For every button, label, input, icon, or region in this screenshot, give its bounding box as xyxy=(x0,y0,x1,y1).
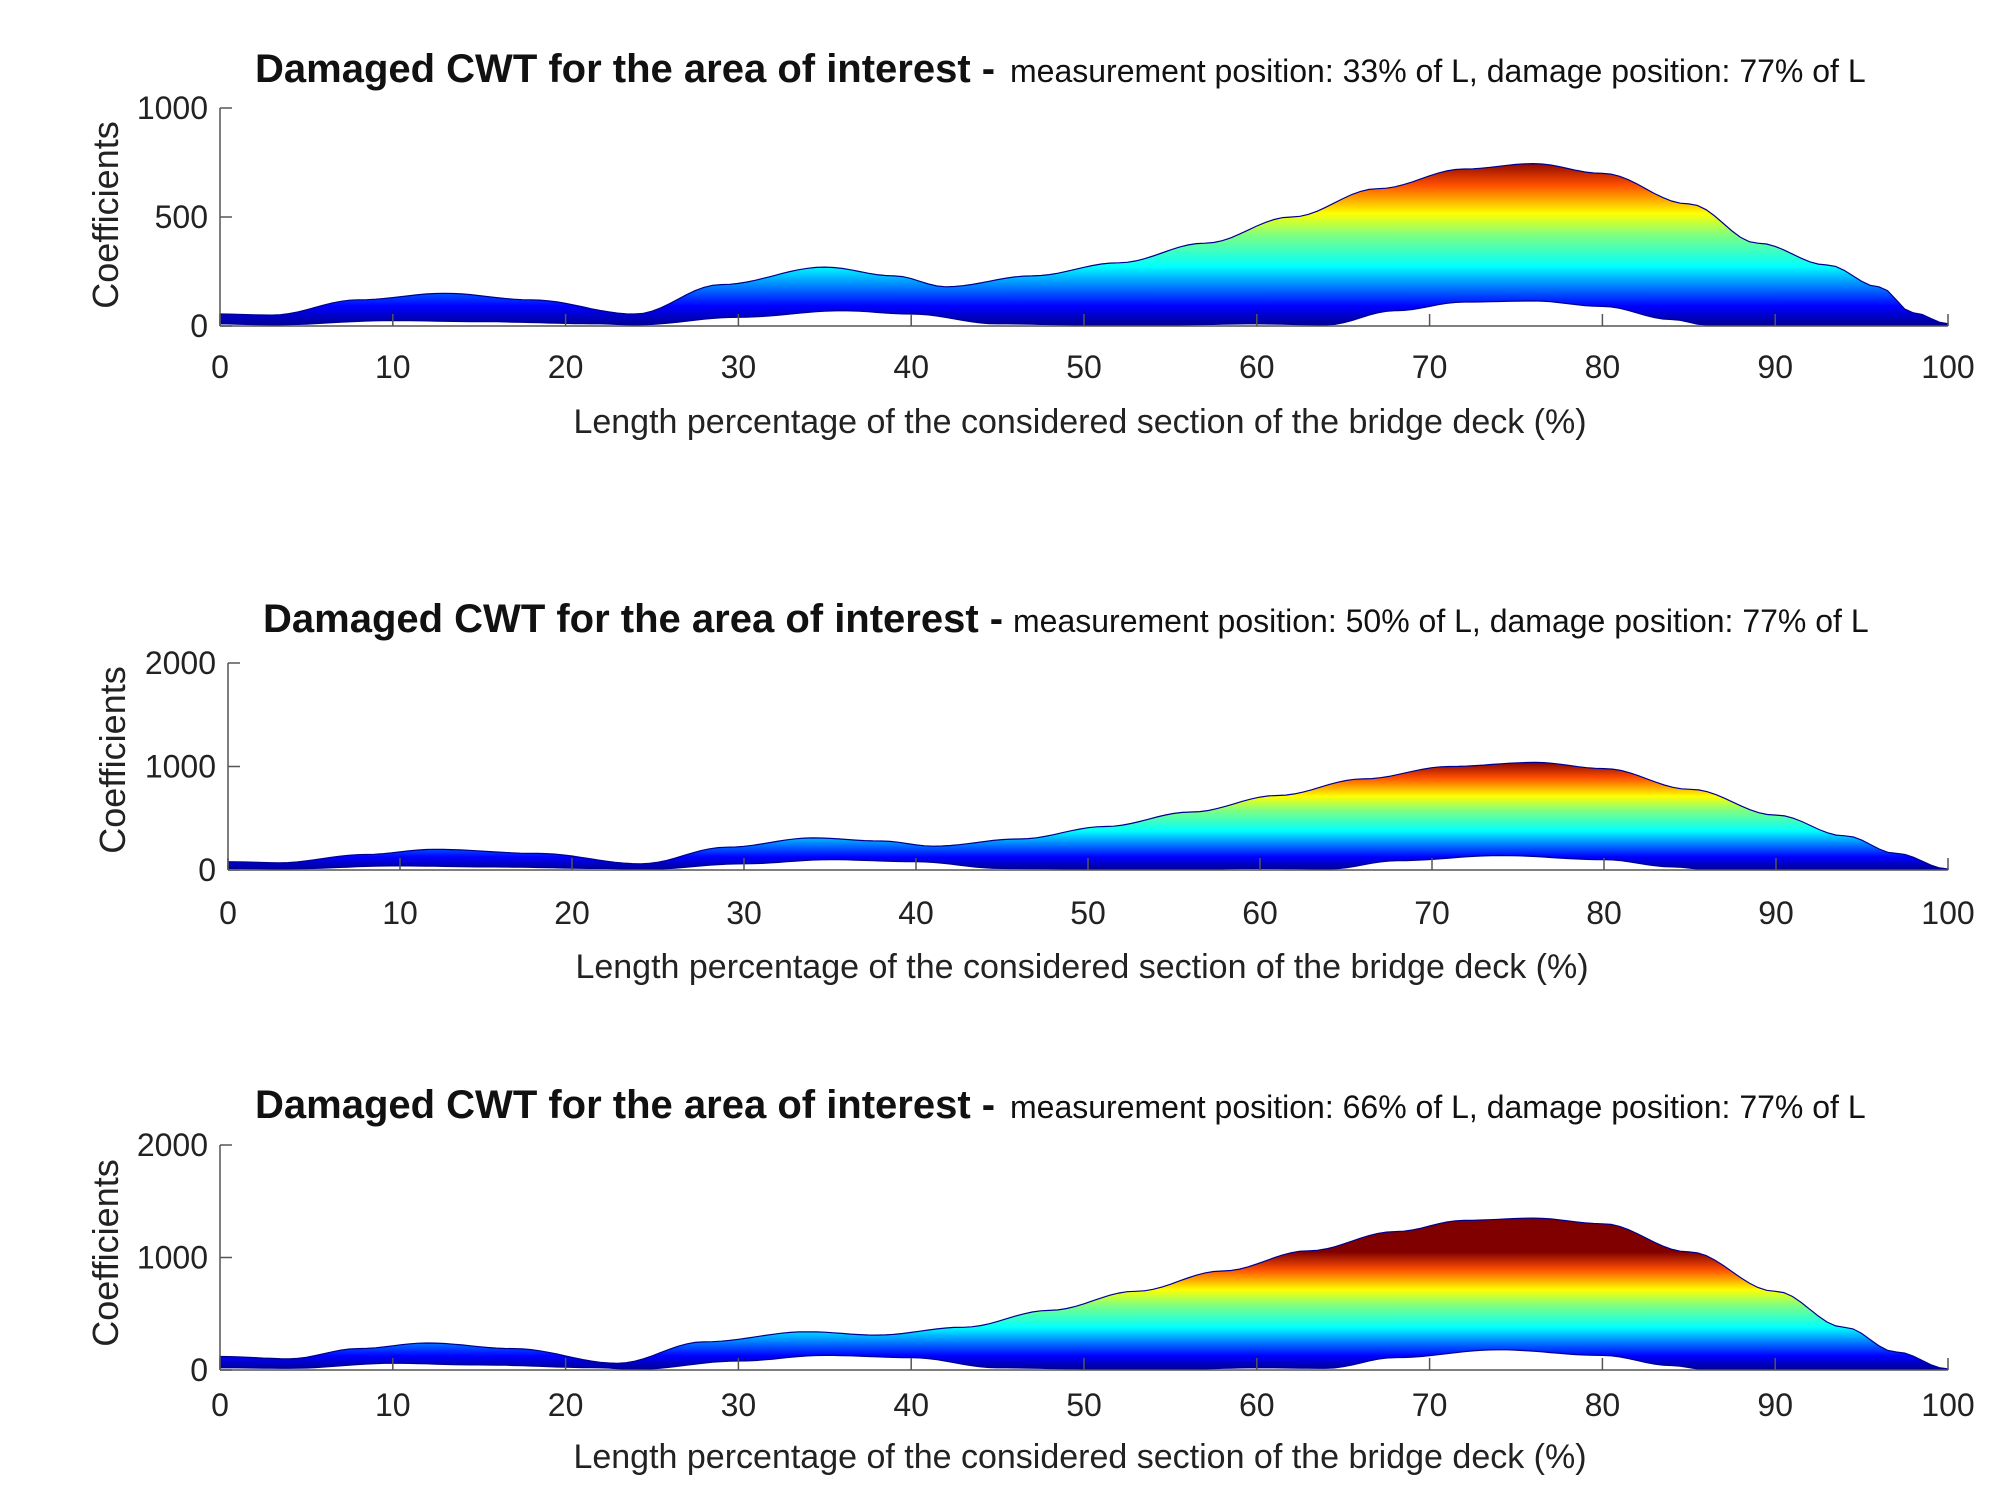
x-axis-label: Length percentage of the considered sect… xyxy=(573,403,1586,441)
x-tick-label: 60 xyxy=(1242,895,1278,931)
x-tick-label: 90 xyxy=(1757,349,1793,385)
x-tick-label: 50 xyxy=(1066,349,1102,385)
x-tick-label: 20 xyxy=(548,1387,584,1423)
chart-title: Damaged CWT for the area of interest - xyxy=(263,597,1003,641)
chart-panel-1: Damaged CWT for the area of interest - m… xyxy=(85,47,1975,441)
x-tick-label: 40 xyxy=(898,895,934,931)
y-axis-label: Coefficients xyxy=(92,666,133,853)
x-tick-label: 10 xyxy=(375,1387,411,1423)
chart-panel-2: Damaged CWT for the area of interest - m… xyxy=(92,597,1975,986)
y-tick-label: 500 xyxy=(155,199,208,235)
x-tick-label: 10 xyxy=(382,895,418,931)
x-tick-label: 20 xyxy=(554,895,590,931)
cwt-area-band xyxy=(227,761,1949,871)
x-tick-label: 80 xyxy=(1585,1387,1621,1423)
x-tick-label: 100 xyxy=(1921,895,1974,931)
x-tick-label: 90 xyxy=(1757,1387,1793,1423)
x-tick-label: 0 xyxy=(211,349,229,385)
cwt-area-band xyxy=(219,162,1949,326)
chart-title: Damaged CWT for the area of interest - xyxy=(255,1083,995,1127)
x-tick-label: 100 xyxy=(1921,1387,1974,1423)
y-tick-label: 1000 xyxy=(137,1240,208,1276)
x-tick-label: 0 xyxy=(219,895,237,931)
x-tick-label: 70 xyxy=(1412,1387,1448,1423)
x-tick-label: 60 xyxy=(1239,349,1275,385)
x-tick-label: 70 xyxy=(1412,349,1448,385)
y-axis-label: Coefficients xyxy=(85,121,126,308)
y-tick-label: 1000 xyxy=(145,749,216,785)
chart-subtitle: measurement position: 50% of L, damage p… xyxy=(1013,603,1869,639)
x-tick-label: 80 xyxy=(1586,895,1622,931)
x-tick-label: 90 xyxy=(1758,895,1794,931)
chart-panel-3: Damaged CWT for the area of interest - m… xyxy=(85,1083,1975,1476)
y-tick-label: 0 xyxy=(198,852,216,888)
x-tick-label: 60 xyxy=(1239,1387,1275,1423)
x-tick-label: 30 xyxy=(721,1387,757,1423)
x-tick-label: 0 xyxy=(211,1387,229,1423)
x-tick-label: 30 xyxy=(726,895,762,931)
y-tick-label: 2000 xyxy=(137,1127,208,1163)
x-tick-label: 10 xyxy=(375,349,411,385)
x-tick-label: 50 xyxy=(1066,1387,1102,1423)
cwt-area-band xyxy=(219,1217,1949,1371)
y-tick-label: 1000 xyxy=(137,90,208,126)
x-tick-label: 50 xyxy=(1070,895,1106,931)
chart-title: Damaged CWT for the area of interest - xyxy=(255,47,995,91)
y-tick-label: 0 xyxy=(190,308,208,344)
x-tick-label: 40 xyxy=(893,1387,929,1423)
x-tick-label: 100 xyxy=(1921,349,1974,385)
chart-subtitle: measurement position: 33% of L, damage p… xyxy=(1010,53,1866,89)
x-axis-label: Length percentage of the considered sect… xyxy=(575,948,1588,986)
y-axis-label: Coefficients xyxy=(85,1159,126,1346)
y-tick-label: 0 xyxy=(190,1352,208,1388)
chart-subtitle: measurement position: 66% of L, damage p… xyxy=(1010,1089,1866,1125)
y-tick-label: 2000 xyxy=(145,645,216,681)
x-tick-label: 30 xyxy=(721,349,757,385)
x-tick-label: 70 xyxy=(1414,895,1450,931)
x-tick-label: 20 xyxy=(548,349,584,385)
x-axis-label: Length percentage of the considered sect… xyxy=(573,1438,1586,1476)
x-tick-label: 40 xyxy=(893,349,929,385)
x-tick-label: 80 xyxy=(1585,349,1621,385)
